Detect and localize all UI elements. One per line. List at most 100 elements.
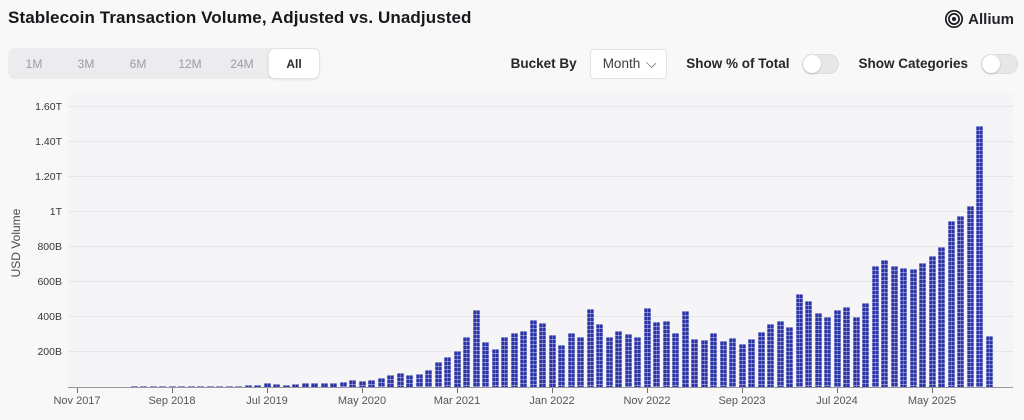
bar[interactable]	[130, 386, 138, 387]
range-button-12m[interactable]: 12M	[164, 48, 216, 79]
bar[interactable]	[957, 215, 964, 387]
bar[interactable]	[881, 259, 888, 387]
bar[interactable]	[415, 373, 423, 387]
bar[interactable]	[111, 386, 119, 387]
bar[interactable]	[805, 301, 812, 387]
bar[interactable]	[263, 383, 271, 387]
bar[interactable]	[890, 265, 898, 387]
bar[interactable]	[149, 386, 157, 387]
bar[interactable]	[121, 386, 128, 387]
bar[interactable]	[567, 333, 575, 387]
bar[interactable]	[824, 317, 831, 387]
bar[interactable]	[377, 378, 385, 387]
bar[interactable]	[178, 386, 185, 387]
bar[interactable]	[748, 339, 755, 387]
bar[interactable]	[757, 331, 765, 387]
bar[interactable]	[976, 126, 983, 387]
bar[interactable]	[482, 342, 489, 387]
bar[interactable]	[729, 338, 736, 387]
bar[interactable]	[738, 343, 746, 387]
bar[interactable]	[776, 321, 784, 387]
bar[interactable]	[434, 361, 442, 387]
bar[interactable]	[719, 340, 727, 387]
range-button-6m[interactable]: 6M	[112, 48, 164, 79]
bar[interactable]	[102, 386, 109, 387]
bar[interactable]	[577, 336, 584, 387]
bar[interactable]	[900, 268, 907, 387]
bar[interactable]	[558, 345, 565, 387]
bar[interactable]	[833, 310, 841, 387]
bar[interactable]	[463, 337, 470, 387]
bar[interactable]	[672, 332, 679, 387]
bar[interactable]	[966, 205, 974, 387]
bar[interactable]	[947, 220, 955, 387]
bar[interactable]	[843, 307, 850, 387]
bar[interactable]	[349, 380, 356, 387]
bar[interactable]	[548, 335, 556, 387]
bar[interactable]	[273, 384, 280, 387]
bar[interactable]	[197, 386, 204, 387]
bar[interactable]	[624, 334, 632, 387]
bar[interactable]	[425, 370, 432, 387]
bar[interactable]	[311, 383, 318, 387]
show-categories-toggle[interactable]	[981, 53, 1018, 74]
bar[interactable]	[691, 339, 698, 387]
bar[interactable]	[928, 256, 936, 387]
bar[interactable]	[330, 383, 337, 387]
bar[interactable]	[700, 339, 708, 387]
bar[interactable]	[358, 381, 366, 387]
bar[interactable]	[206, 385, 214, 387]
bar[interactable]	[282, 384, 290, 387]
range-button-1m[interactable]: 1M	[8, 48, 60, 79]
bar[interactable]	[254, 385, 261, 387]
bar[interactable]	[453, 351, 461, 387]
show-pct-toggle[interactable]	[802, 53, 840, 74]
bar[interactable]	[368, 380, 375, 387]
bar[interactable]	[140, 386, 147, 387]
bar[interactable]	[615, 330, 622, 387]
bar[interactable]	[491, 348, 499, 387]
bar[interactable]	[320, 383, 328, 387]
bar[interactable]	[406, 375, 413, 387]
bar[interactable]	[501, 337, 508, 387]
bar[interactable]	[795, 294, 803, 387]
bar[interactable]	[681, 311, 689, 387]
bar[interactable]	[510, 333, 518, 387]
bar[interactable]	[871, 265, 879, 387]
bar[interactable]	[938, 247, 945, 387]
bar[interactable]	[662, 320, 670, 387]
bar[interactable]	[444, 357, 451, 387]
bar[interactable]	[643, 307, 651, 387]
range-button-24m[interactable]: 24M	[216, 48, 268, 79]
bar[interactable]	[387, 375, 394, 387]
bar[interactable]	[596, 323, 603, 387]
bar[interactable]	[767, 324, 774, 387]
bar[interactable]	[539, 322, 546, 387]
range-button-all[interactable]: All	[268, 48, 320, 79]
bar[interactable]	[985, 335, 993, 387]
bar[interactable]	[586, 309, 594, 387]
bar[interactable]	[814, 312, 822, 387]
bar[interactable]	[862, 303, 869, 387]
bar[interactable]	[710, 333, 717, 387]
bar[interactable]	[472, 310, 480, 387]
bar[interactable]	[909, 269, 917, 387]
bar[interactable]	[301, 383, 309, 387]
range-button-3m[interactable]: 3M	[60, 48, 112, 79]
bar[interactable]	[216, 385, 223, 387]
bar[interactable]	[244, 385, 252, 387]
bar[interactable]	[73, 386, 81, 387]
bar[interactable]	[852, 317, 860, 387]
bar[interactable]	[168, 386, 176, 387]
bar[interactable]	[83, 386, 90, 387]
bar[interactable]	[653, 321, 660, 387]
bar[interactable]	[786, 326, 793, 387]
bar[interactable]	[159, 386, 166, 387]
bar[interactable]	[92, 386, 100, 387]
bar[interactable]	[529, 320, 537, 387]
bar[interactable]	[339, 381, 347, 387]
bar[interactable]	[225, 385, 233, 387]
bucket-by-dropdown[interactable]: Month	[589, 48, 668, 79]
bar[interactable]	[292, 384, 299, 387]
bar[interactable]	[396, 372, 404, 387]
